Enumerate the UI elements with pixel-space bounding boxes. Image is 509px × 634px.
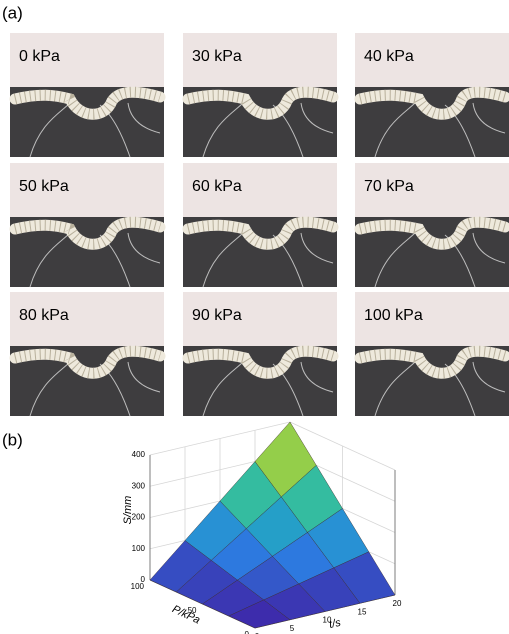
x-tick-label: 0 xyxy=(245,630,250,634)
y-tick-label: 5 xyxy=(290,624,295,633)
cable xyxy=(374,232,506,288)
robot-ridges xyxy=(13,345,162,379)
z-tick-label: 100 xyxy=(132,544,146,553)
cable xyxy=(374,361,506,417)
photo-label: 30 kPa xyxy=(192,48,242,65)
robot-ridges xyxy=(186,216,335,250)
photo-label: 40 kPa xyxy=(364,48,414,65)
photo-label: 90 kPa xyxy=(192,307,242,324)
z-tick-label: 0 xyxy=(141,575,146,584)
photo: 40 kPa xyxy=(354,33,509,158)
x-tick-label: 50 xyxy=(188,606,197,615)
z-tick-label: 200 xyxy=(132,513,146,522)
z-axis-label: S/mm xyxy=(122,496,134,525)
x-axis-label: P/kPa xyxy=(170,603,202,626)
z-tick-label: 300 xyxy=(132,481,146,490)
photo: 30 kPa xyxy=(182,33,339,158)
robot xyxy=(354,86,509,120)
y-tick-label: 15 xyxy=(358,607,367,616)
photo: 0 kPa xyxy=(9,33,166,158)
photo: 70 kPa xyxy=(354,163,509,288)
photo-label: 50 kPa xyxy=(19,178,69,195)
photo: 50 kPa xyxy=(9,163,166,288)
x-tick-label: 100 xyxy=(131,582,145,591)
cable xyxy=(374,102,506,158)
panel-label: (a) xyxy=(2,3,23,22)
y-tick-label: 10 xyxy=(323,616,332,625)
robot xyxy=(354,216,509,250)
robot-ridges xyxy=(186,86,335,120)
robot-ridges xyxy=(13,86,162,120)
photo-label: 70 kPa xyxy=(364,178,414,195)
photo-label: 80 kPa xyxy=(19,307,69,324)
photo-label: 60 kPa xyxy=(192,178,242,195)
robot xyxy=(354,345,509,379)
photo-grid: 0 kPa 30 kPa 40 kPa 50 kPa 60 kPa 70 kPa 80 kP… xyxy=(9,33,509,417)
photo: 90 kPa xyxy=(182,292,339,417)
robot-ridges xyxy=(186,345,335,379)
y-axis-label: t/s xyxy=(328,617,342,631)
z-tick-label: 400 xyxy=(132,450,146,459)
panel-label: (b) xyxy=(2,430,23,449)
photo-label: 0 kPa xyxy=(19,48,60,65)
photo: 60 kPa xyxy=(182,163,339,288)
y-tick-label: 20 xyxy=(393,599,402,608)
photo: 100 kPa xyxy=(354,292,509,417)
photo: 80 kPa xyxy=(9,292,166,417)
robot-ridges xyxy=(13,216,162,250)
y-tick-label: 0 xyxy=(255,632,260,634)
surface-patch xyxy=(333,551,396,604)
photo-label: 100 kPa xyxy=(364,307,423,324)
